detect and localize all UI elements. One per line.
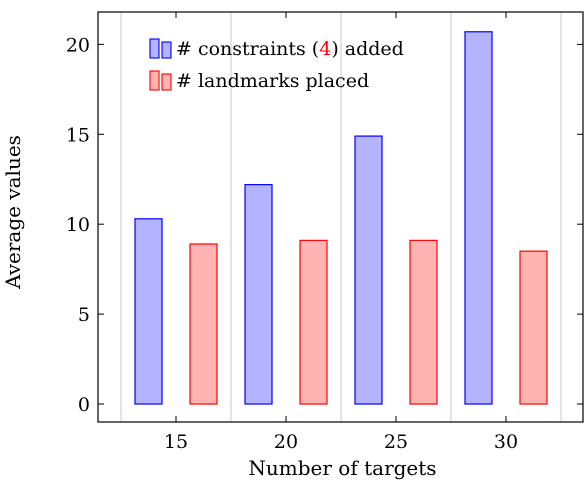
- legend-swatch-2: [149, 70, 160, 91]
- legend: # constraints (4) added # landmarks place…: [149, 38, 404, 92]
- y-tick-label: 5: [78, 304, 90, 326]
- bar-series1-25: [354, 135, 383, 405]
- bar-series2-20: [299, 239, 328, 405]
- legend-swatch-1: [149, 38, 160, 59]
- bar-series1-20: [244, 184, 273, 405]
- legend-label-1: # constraints (4) added: [176, 38, 404, 60]
- x-tick-label: 30: [494, 431, 518, 453]
- bar-series1-30: [464, 31, 493, 405]
- y-tick-label: 20: [66, 34, 90, 56]
- x-tick-label: 15: [164, 431, 188, 453]
- legend-label-2: # landmarks placed: [176, 70, 369, 92]
- y-tick-label: 15: [66, 124, 90, 146]
- axis-ticks: 0 5 10 15 20 15 20 25 30: [66, 12, 583, 453]
- x-tick-label: 25: [384, 431, 408, 453]
- y-tick-label: 10: [66, 214, 90, 236]
- bar-series2-25: [409, 239, 438, 405]
- y-tick-label: 0: [78, 394, 90, 416]
- x-tick-label: 20: [274, 431, 298, 453]
- x-axis-title: Number of targets: [248, 456, 436, 480]
- y-axis-title: Average values: [1, 135, 25, 290]
- legend-swatch-1b: [161, 41, 172, 59]
- bar-series1-15: [134, 218, 163, 405]
- plot-frame: [97, 11, 584, 423]
- legend-swatch-2b: [161, 73, 172, 91]
- grid-lines: [120, 12, 562, 422]
- bar-series2-15: [189, 243, 218, 405]
- bar-series2-30: [519, 250, 548, 405]
- bars: [134, 31, 548, 405]
